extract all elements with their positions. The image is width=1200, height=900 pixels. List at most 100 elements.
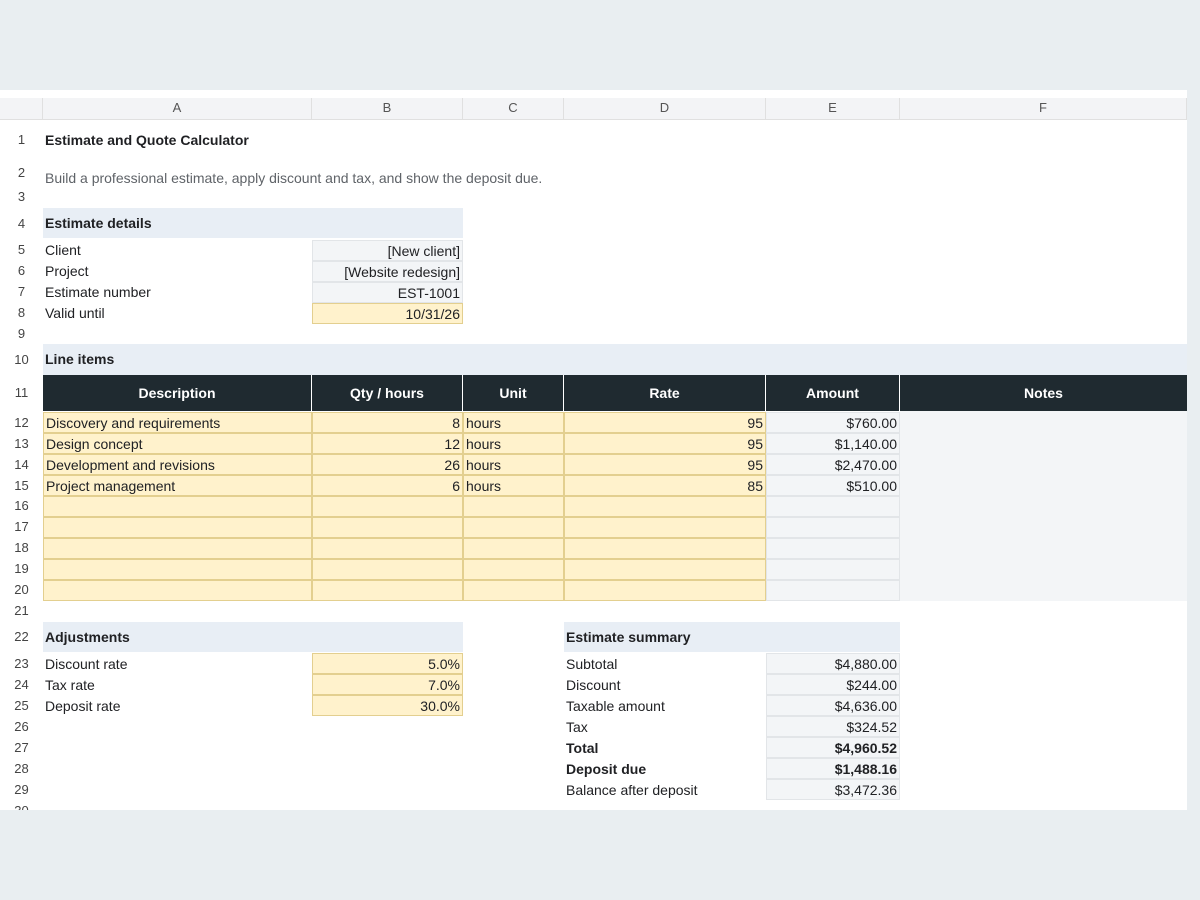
empty-amount-cell[interactable] <box>766 580 900 601</box>
column-header-b[interactable]: B <box>312 98 463 120</box>
taxable-amount-value[interactable]: $4,636.00 <box>766 695 900 716</box>
empty-description-cell[interactable] <box>43 580 312 601</box>
sheet-subtitle[interactable]: Build a professional estimate, apply dis… <box>45 170 543 186</box>
row-header[interactable]: 21 <box>0 601 43 621</box>
column-header-f[interactable]: F <box>900 98 1187 120</box>
row-header[interactable]: 27 <box>0 738 43 758</box>
row-header[interactable]: 9 <box>0 324 43 344</box>
qty-column-header[interactable]: Qty / hours <box>312 375 463 411</box>
line-item-amount[interactable]: $510.00 <box>766 475 900 496</box>
empty-qty-cell[interactable] <box>312 559 463 580</box>
empty-description-cell[interactable] <box>43 496 312 517</box>
column-header-a[interactable]: A <box>43 98 312 120</box>
discount-rate-input[interactable]: 5.0% <box>312 653 463 674</box>
valid-until-input[interactable]: 10/31/26 <box>312 303 463 324</box>
empty-qty-cell[interactable] <box>312 517 463 538</box>
line-item-unit[interactable]: hours <box>463 454 564 475</box>
line-item-description[interactable]: Project management <box>43 475 312 496</box>
adjustments-heading[interactable]: Adjustments <box>43 622 463 652</box>
empty-amount-cell[interactable] <box>766 517 900 538</box>
tax-label[interactable]: Tax <box>566 719 588 735</box>
line-item-qty[interactable]: 26 <box>312 454 463 475</box>
deposit-rate-label[interactable]: Deposit rate <box>45 698 121 714</box>
empty-rate-cell[interactable] <box>564 517 766 538</box>
discount-value[interactable]: $244.00 <box>766 674 900 695</box>
empty-description-cell[interactable] <box>43 538 312 559</box>
empty-description-cell[interactable] <box>43 559 312 580</box>
description-column-header[interactable]: Description <box>43 375 312 411</box>
tax-rate-input[interactable]: 7.0% <box>312 674 463 695</box>
row-header[interactable]: 11 <box>0 383 43 403</box>
subtotal-value[interactable]: $4,880.00 <box>766 653 900 674</box>
row-header[interactable]: 5 <box>0 240 43 260</box>
line-item-description[interactable]: Discovery and requirements <box>43 412 312 433</box>
row-header[interactable]: 23 <box>0 654 43 674</box>
empty-unit-cell[interactable] <box>463 496 564 517</box>
empty-amount-cell[interactable] <box>766 559 900 580</box>
line-item-description[interactable]: Design concept <box>43 433 312 454</box>
valid-until-label[interactable]: Valid until <box>45 305 105 321</box>
row-header[interactable]: 7 <box>0 282 43 302</box>
balance-after-deposit-value[interactable]: $3,472.36 <box>766 779 900 800</box>
empty-rate-cell[interactable] <box>564 580 766 601</box>
empty-unit-cell[interactable] <box>463 580 564 601</box>
line-item-amount[interactable]: $1,140.00 <box>766 433 900 454</box>
notes-column-header[interactable]: Notes <box>900 375 1187 411</box>
line-item-rate[interactable]: 95 <box>564 454 766 475</box>
row-header[interactable]: 10 <box>0 350 43 370</box>
row-header[interactable]: 4 <box>0 214 43 234</box>
empty-amount-cell[interactable] <box>766 496 900 517</box>
row-header[interactable]: 8 <box>0 303 43 323</box>
select-all-corner[interactable] <box>0 98 43 120</box>
column-header-d[interactable]: D <box>564 98 766 120</box>
estimate-number-label[interactable]: Estimate number <box>45 284 151 300</box>
rate-column-header[interactable]: Rate <box>564 375 766 411</box>
row-header[interactable]: 6 <box>0 261 43 281</box>
discount-rate-label[interactable]: Discount rate <box>45 656 128 672</box>
line-item-rate[interactable]: 95 <box>564 412 766 433</box>
subtotal-label[interactable]: Subtotal <box>566 656 618 672</box>
unit-column-header[interactable]: Unit <box>463 375 564 411</box>
estimate-details-heading[interactable]: Estimate details <box>43 208 463 238</box>
line-item-qty[interactable]: 12 <box>312 433 463 454</box>
row-header[interactable]: 26 <box>0 717 43 737</box>
row-header[interactable]: 18 <box>0 538 43 558</box>
line-item-unit[interactable]: hours <box>463 412 564 433</box>
line-item-unit[interactable]: hours <box>463 475 564 496</box>
row-header[interactable]: 28 <box>0 759 43 779</box>
deposit-rate-input[interactable]: 30.0% <box>312 695 463 716</box>
estimate-summary-heading[interactable]: Estimate summary <box>564 622 900 652</box>
row-header[interactable]: 29 <box>0 780 43 800</box>
line-item-qty[interactable]: 8 <box>312 412 463 433</box>
empty-rate-cell[interactable] <box>564 538 766 559</box>
empty-rate-cell[interactable] <box>564 496 766 517</box>
column-header-e[interactable]: E <box>766 98 900 120</box>
row-header[interactable]: 19 <box>0 559 43 579</box>
line-item-description[interactable]: Development and revisions <box>43 454 312 475</box>
column-header-c[interactable]: C <box>463 98 564 120</box>
deposit-due-label[interactable]: Deposit due <box>566 761 647 777</box>
client-label[interactable]: Client <box>45 242 81 258</box>
row-header[interactable]: 12 <box>0 413 43 433</box>
row-header[interactable]: 20 <box>0 580 43 600</box>
notes-column[interactable] <box>900 411 1187 601</box>
taxable-amount-label[interactable]: Taxable amount <box>566 698 665 714</box>
total-value[interactable]: $4,960.52 <box>766 737 900 758</box>
balance-after-deposit-label[interactable]: Balance after deposit <box>566 782 698 798</box>
total-label[interactable]: Total <box>566 740 599 756</box>
tax-rate-label[interactable]: Tax rate <box>45 677 95 693</box>
line-item-unit[interactable]: hours <box>463 433 564 454</box>
empty-rate-cell[interactable] <box>564 559 766 580</box>
empty-amount-cell[interactable] <box>766 538 900 559</box>
empty-unit-cell[interactable] <box>463 517 564 538</box>
empty-unit-cell[interactable] <box>463 538 564 559</box>
discount-label[interactable]: Discount <box>566 677 621 693</box>
project-label[interactable]: Project <box>45 263 89 279</box>
tax-value[interactable]: $324.52 <box>766 716 900 737</box>
line-item-amount[interactable]: $2,470.00 <box>766 454 900 475</box>
deposit-due-value[interactable]: $1,488.16 <box>766 758 900 779</box>
empty-qty-cell[interactable] <box>312 496 463 517</box>
row-header[interactable]: 22 <box>0 627 43 647</box>
sheet-title[interactable]: Estimate and Quote Calculator <box>45 132 249 148</box>
row-header[interactable]: 15 <box>0 476 43 496</box>
